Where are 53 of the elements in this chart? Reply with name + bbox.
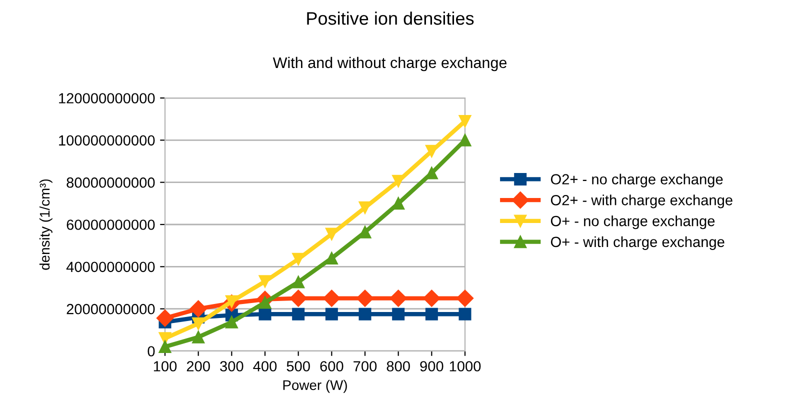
point [258,296,272,309]
point [292,252,305,266]
point [390,290,407,307]
legend-label: O2+ - no charge exchange [550,174,723,188]
point [158,340,172,354]
x-tick-label: 600 [320,361,344,372]
point [323,290,340,307]
point [258,275,272,288]
point [190,300,207,318]
y-tick-label: 60000000000 [66,220,155,230]
point [356,290,374,307]
x-tick-label: 200 [186,361,210,372]
chart-title: Positive ion densities [307,12,474,25]
x-tick-label: 100 [154,361,177,372]
point [192,317,205,330]
point [458,114,472,128]
y-tick-label: 80000000000 [66,177,155,188]
x-tick-label: 700 [354,361,377,372]
y-tick-label: 100000000000 [59,135,155,146]
x-tick-label: 400 [253,361,277,372]
point [325,308,338,320]
point [325,228,338,240]
x-tick-label: 1000 [450,361,481,372]
point [358,308,372,320]
x-tick-label: 300 [220,361,244,372]
point [290,290,307,307]
point [456,290,474,307]
legend-label: O2+ - with charge exchange [550,194,732,208]
y-axis-title: density (1/cm³) [39,179,52,270]
point [458,308,472,320]
point [425,308,438,320]
x-tick-label: 900 [420,361,444,372]
legend-label: O+ - with charge exchange [550,236,724,250]
point [358,226,372,238]
y-tick-label: 0 [148,346,155,356]
x-tick-label: 500 [286,361,310,372]
legend-label: O+ - no charge exchange [550,215,715,230]
point [358,201,372,214]
point [292,308,305,320]
x-tick-label: 800 [386,361,410,372]
x-axis-title: Power (W) [283,380,347,393]
point [292,276,305,288]
y-tick-label: 40000000000 [66,262,155,272]
point [423,290,440,307]
point [258,308,272,320]
point [225,316,238,328]
point [392,308,405,320]
point [156,310,174,327]
point [192,330,205,344]
y-tick-label: 120000000000 [59,93,155,104]
chart-subtitle: With and without charge exchange [272,56,507,72]
y-tick-label: 20000000000 [66,304,155,314]
point [325,252,338,264]
